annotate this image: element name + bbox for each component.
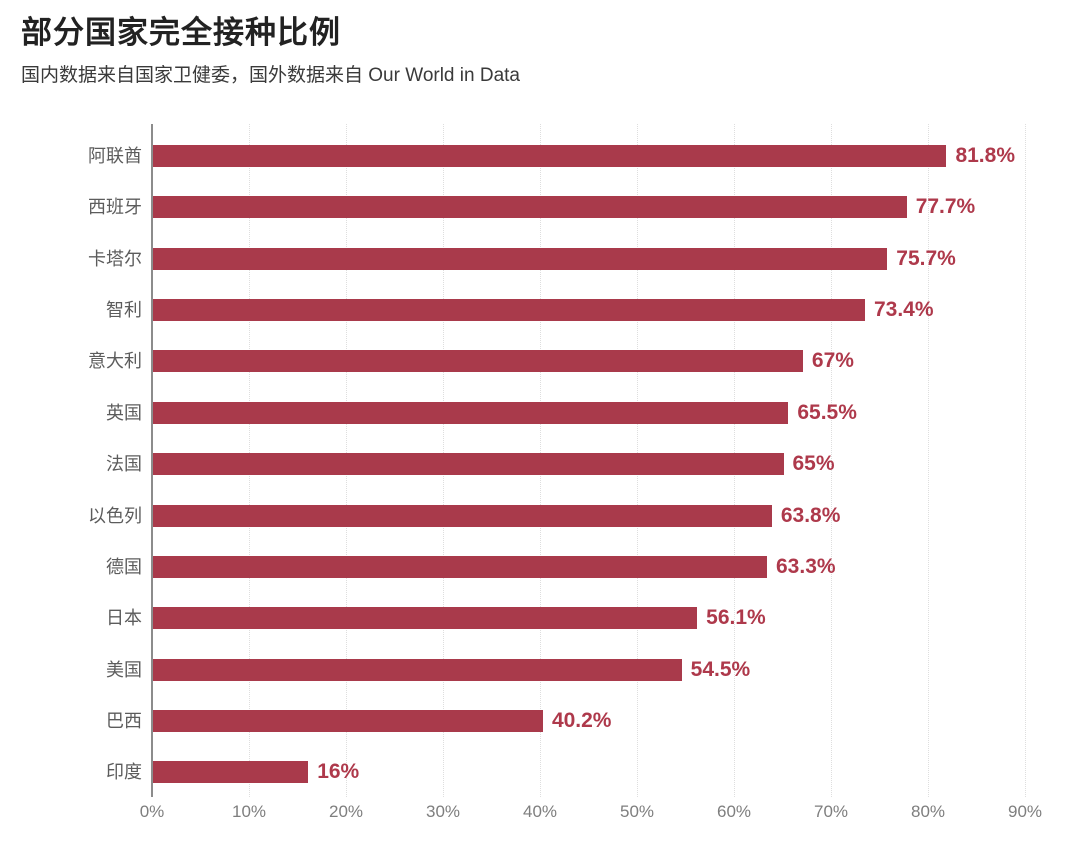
- bar: [153, 658, 682, 681]
- bar: [153, 350, 803, 373]
- bar-value-label: 40.2%: [551, 709, 612, 733]
- gridline-90: [1025, 124, 1026, 797]
- category-label: 法国: [106, 454, 142, 475]
- category-label: 阿联酋: [88, 146, 142, 166]
- bar: [153, 299, 865, 322]
- bar-value-label: 65%: [792, 452, 835, 476]
- chart-subtitle: 国内数据来自国家卫健委，国外数据来自 Our World in Data: [21, 65, 520, 86]
- bar: [153, 761, 309, 784]
- gridline-80: [928, 124, 929, 797]
- category-label: 智利: [106, 300, 142, 321]
- bar: [153, 710, 543, 733]
- category-label: 意大利: [88, 351, 142, 372]
- x-tick-label: 30%: [425, 802, 461, 821]
- bar: [153, 555, 767, 578]
- category-label: 以色列: [88, 505, 142, 526]
- bar: [153, 453, 784, 476]
- x-tick-label: 40%: [522, 802, 558, 821]
- x-tick-label: 10%: [231, 802, 267, 821]
- bar-value-label: 77.7%: [915, 195, 976, 219]
- category-label: 德国: [106, 556, 142, 577]
- chart-title: 部分国家完全接种比例: [21, 15, 341, 50]
- category-label: 巴西: [106, 711, 142, 732]
- category-label: 卡塔尔: [88, 248, 142, 269]
- category-label: 印度: [106, 762, 142, 783]
- category-label: 日本: [106, 608, 142, 629]
- bar-value-label: 65.5%: [797, 400, 857, 424]
- bar: [153, 247, 888, 270]
- bar-value-label: 75.7%: [896, 246, 956, 270]
- gridline-70: [831, 124, 832, 797]
- x-tick-label: 60%: [716, 802, 752, 821]
- bar: [153, 607, 698, 630]
- bar-value-label: 54.5%: [690, 657, 751, 681]
- bar-value-label: 63.8%: [780, 503, 841, 527]
- y-axis-line: [151, 124, 153, 797]
- bar-value-label: 73.4%: [873, 298, 934, 322]
- bar-value-label: 67%: [811, 349, 854, 373]
- category-label: 英国: [106, 402, 142, 423]
- bar: [153, 504, 772, 527]
- x-tick-label: 50%: [619, 802, 655, 821]
- x-tick-label: 20%: [328, 802, 364, 821]
- bar-value-label: 81.8%: [955, 144, 1015, 167]
- x-tick-label: 0%: [139, 802, 165, 821]
- bar: [153, 145, 947, 167]
- x-tick-label: 80%: [910, 802, 946, 821]
- bar-value-label: 56.1%: [706, 606, 766, 630]
- x-tick-label: 90%: [1007, 802, 1043, 821]
- category-label: 西班牙: [88, 197, 142, 218]
- category-label: 美国: [106, 659, 142, 680]
- x-tick-label: 70%: [813, 802, 849, 821]
- bar: [153, 401, 789, 424]
- bar: [153, 196, 907, 219]
- bar-value-label: 63.3%: [776, 554, 836, 578]
- bar-value-label: 16%: [317, 760, 360, 784]
